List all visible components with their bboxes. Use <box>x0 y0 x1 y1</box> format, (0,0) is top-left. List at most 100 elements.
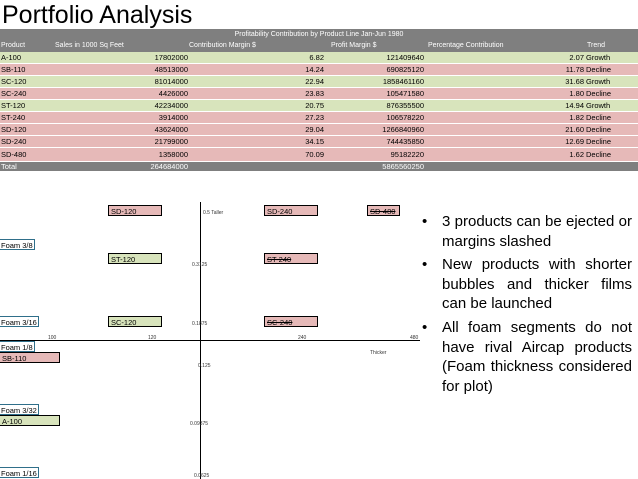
cell-contribution-margin: 29.04 <box>305 125 324 134</box>
bullet-dot-icon: • <box>422 213 428 230</box>
bullet-text: New products with shorter bubbles and th… <box>442 256 632 313</box>
cell-profit-margin: 1266840960 <box>382 125 424 134</box>
cell-percentage: 2.07 <box>569 53 584 62</box>
cell-percentage: 31.68 <box>565 77 584 86</box>
table-row: SC-240 4426000 23.83 105471580 1.80 Decl… <box>0 88 638 100</box>
product-bubble-sd-240: SD-240 <box>264 205 318 216</box>
y-tick: 0.3125 <box>192 262 208 268</box>
foam-label: Foam 3/16 <box>0 316 39 327</box>
total-label: Total <box>1 162 17 171</box>
bullet-list: • 3 products can be ejected or margins sl… <box>420 212 632 400</box>
cell-trend: Growth <box>586 101 611 110</box>
foam-label: Foam 1/8 <box>0 341 35 352</box>
cell-trend: Decline <box>586 89 612 98</box>
cell-contribution-margin: 20.75 <box>305 101 324 110</box>
cell-sales: 42234000 <box>154 101 188 110</box>
x-tick: 100 <box>48 335 57 341</box>
y-tick: 0.125 <box>198 363 211 369</box>
cell-contribution-margin: 27.23 <box>305 113 324 122</box>
header-profit-margin: Profit Margin $ <box>331 42 377 49</box>
header-contribution-margin: Contribution Margin $ <box>189 42 256 49</box>
cell-product: ST-120 <box>1 101 26 110</box>
cell-contribution-margin: 34.15 <box>305 137 324 146</box>
cell-trend: Decline <box>586 137 612 146</box>
product-bubble-sc-240: SC-240 <box>264 316 318 327</box>
cell-contribution-margin: 22.94 <box>305 77 324 86</box>
cell-sales: 48513000 <box>154 65 188 74</box>
cell-sales: 3914000 <box>158 113 188 122</box>
cell-profit-margin: 105471580 <box>386 89 424 98</box>
bullet-text: 3 products can be ejected or margins sla… <box>442 213 632 250</box>
cell-percentage: 12.69 <box>565 137 584 146</box>
thicker-label: Thicker <box>370 350 387 356</box>
y-tick: 0.09375 <box>190 421 209 427</box>
table-header-row: Product Sales in 1000 Sq Feet Contributi… <box>0 40 638 52</box>
bullet-item: • 3 products can be ejected or margins sl… <box>420 212 632 251</box>
bullet-item: • New products with shorter bubbles and t… <box>420 255 632 314</box>
cell-contribution-margin: 23.83 <box>305 89 324 98</box>
cell-product: SD-240 <box>1 137 27 146</box>
table-total-row: Total 264684000 5865560250 <box>0 162 638 172</box>
table-row: SD-240 21799000 34.15 744435850 12.69 De… <box>0 136 638 148</box>
product-bubble-st-120: ST-120 <box>108 253 162 264</box>
total-profit-margin: 5865560250 <box>382 162 424 171</box>
cell-percentage: 1.82 <box>569 113 584 122</box>
cell-sales: 17802000 <box>154 53 188 62</box>
cell-product: SB-110 <box>1 65 26 74</box>
cell-sales: 43624000 <box>154 125 188 134</box>
table-row: SB-110 48513000 14.24 690825120 11.78 De… <box>0 64 638 76</box>
bullet-dot-icon: • <box>422 318 428 336</box>
cell-profit-margin: 121409640 <box>386 53 424 62</box>
foam-label: Foam 3/32 <box>0 404 39 415</box>
cell-product: ST-240 <box>1 113 26 122</box>
cell-percentage: 1.62 <box>569 150 584 159</box>
y-tick: 0.0625 <box>194 473 210 479</box>
cell-percentage: 11.78 <box>565 65 584 74</box>
cell-trend: Decline <box>586 65 612 74</box>
cell-percentage: 1.80 <box>569 89 584 98</box>
profitability-table: Profitability Contribution by Product Li… <box>0 29 638 172</box>
foam-label: Foam 1/16 <box>0 467 39 478</box>
bullet-item: • All foam segments do not have rival Air… <box>420 318 632 396</box>
cell-sales: 81014000 <box>154 77 188 86</box>
bullet-dot-icon: • <box>422 256 428 274</box>
x-tick: 480 <box>410 335 419 341</box>
cell-sales: 21799000 <box>154 137 188 146</box>
total-sales: 264684000 <box>150 162 188 171</box>
product-bubble-st-240: ST-240 <box>264 253 318 264</box>
cell-contribution-margin: 70.09 <box>305 150 324 159</box>
table-row: SC-120 81014000 22.94 1858461160 31.68 G… <box>0 76 638 88</box>
cell-percentage: 21.60 <box>565 125 584 134</box>
cell-product: A-100 <box>1 53 22 62</box>
foam-product-plot: 0.5 Taller 0.3125 0.1875 0.125 0.09375 0… <box>0 202 420 479</box>
header-sales: Sales in 1000 Sq Feet <box>55 42 124 49</box>
page-title: Portfolio Analysis <box>2 1 193 29</box>
y-tick: 0.1875 <box>192 321 208 327</box>
x-tick: 120 <box>148 335 157 341</box>
cell-trend: Decline <box>586 113 612 122</box>
cell-profit-margin: 95182220 <box>390 150 424 159</box>
product-bubble-sd-120: SD-120 <box>108 205 162 216</box>
header-product: Product <box>1 42 26 49</box>
cell-product: SD-120 <box>1 125 27 134</box>
cell-profit-margin: 106578220 <box>386 113 424 122</box>
product-bubble-a-100: A-100 <box>0 415 60 426</box>
cell-profit-margin: 876355500 <box>386 101 424 110</box>
product-bubble-sc-120: SC-120 <box>108 316 162 327</box>
bullet-text: All foam segments do not have rival Airc… <box>442 318 632 395</box>
table-caption: Profitability Contribution by Product Li… <box>0 29 638 40</box>
cell-profit-margin: 1858461160 <box>382 77 424 86</box>
foam-label: Foam 3/8 <box>0 239 35 250</box>
header-trend: Trend <box>587 42 606 49</box>
cell-profit-margin: 690825120 <box>386 65 424 74</box>
cell-trend: Decline <box>586 125 612 134</box>
table-row: A-100 17802000 6.82 121409640 2.07 Growt… <box>0 52 638 64</box>
cell-trend: Growth <box>586 77 611 86</box>
cell-trend: Decline <box>586 150 612 159</box>
table-row: SD-120 43624000 29.04 1266840960 21.60 D… <box>0 124 638 136</box>
cell-product: SD-480 <box>1 150 27 159</box>
x-tick: 240 <box>298 335 307 341</box>
table-row: ST-120 42234000 20.75 876355500 14.94 Gr… <box>0 100 638 112</box>
table-row: SD-480 1358000 70.09 95182220 1.62 Decli… <box>0 148 638 162</box>
cell-contribution-margin: 6.82 <box>309 53 324 62</box>
